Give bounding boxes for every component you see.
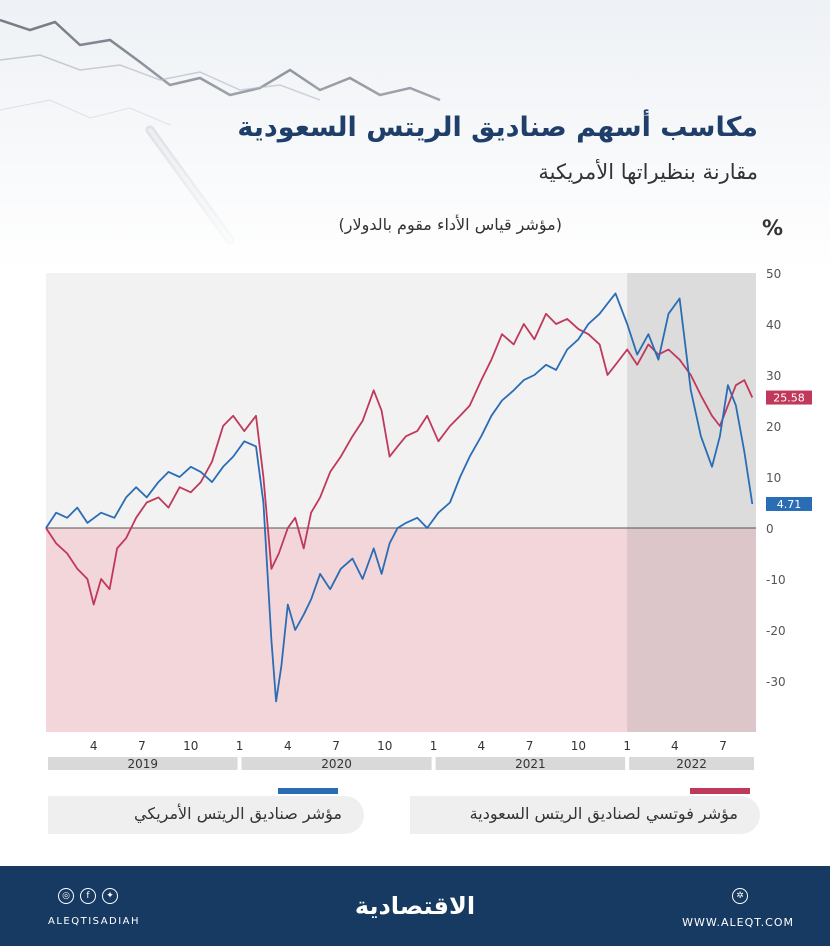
y-tick-label: -20: [766, 624, 786, 638]
x-tick-label: 1: [623, 739, 631, 753]
x-tick-label: 4: [478, 739, 486, 753]
positive-zone-background: [46, 273, 756, 528]
y-tick-label: 20: [766, 420, 781, 434]
x-tick-label: 4: [90, 739, 98, 753]
x-tick-label: 1: [236, 739, 244, 753]
y-tick-label: 50: [766, 267, 781, 281]
negative-zone-background: [46, 528, 756, 732]
y-tick-label: -30: [766, 675, 786, 689]
y-tick-label: 0: [766, 522, 774, 536]
x-tick-label: 7: [526, 739, 534, 753]
y-tick-label: -10: [766, 573, 786, 587]
line-chart: 50 40 30 20 10 0 -10 -20 -30 4 7 10 1 4 7 10 1 4 7 10 1 4 7 201…: [45, 267, 812, 771]
twitter-icon[interactable]: ✦: [102, 888, 118, 904]
legend-label-us: مؤشر صناديق الريتس الأمريكي: [134, 804, 342, 823]
instagram-icon[interactable]: ◎: [58, 888, 74, 904]
year-label: 2021: [515, 757, 546, 771]
legend-swatch-saudi: [690, 788, 750, 794]
legend-swatch-us: [278, 788, 338, 794]
year-band: [435, 757, 626, 770]
x-tick-label: 7: [332, 739, 340, 753]
y-tick-label: 30: [766, 369, 781, 383]
year-label: 2020: [321, 757, 352, 771]
x-tick-label: 10: [377, 739, 392, 753]
y-axis-description: (مؤشر قياس الأداء مقوم بالدولار): [338, 215, 562, 234]
chart-title: مكاسب أسهم صناديق الريتس السعودية: [237, 112, 758, 143]
social-handle[interactable]: ALEQTISADIAH: [48, 916, 141, 927]
highlight-2022-band: [627, 273, 756, 732]
x-tick-label: 10: [571, 739, 586, 753]
x-tick-label: 10: [183, 739, 198, 753]
legend-us: مؤشر صناديق الريتس الأمريكي: [48, 796, 364, 834]
end-value-badge-us: [766, 496, 812, 511]
brand-logo: الاقتصادية: [354, 892, 476, 920]
y-tick-label: 10: [766, 471, 781, 485]
end-value-badge-saudi: [766, 390, 812, 405]
x-tick-label: 7: [719, 739, 727, 753]
end-value-label-saudi: 25.58: [773, 392, 805, 405]
background-stock-chart-decoration: [0, 0, 830, 270]
x-tick-label: 4: [284, 739, 292, 753]
x-tick-label: 1: [430, 739, 438, 753]
year-label: 2019: [127, 757, 158, 771]
year-band: [241, 757, 432, 770]
year-label: 2022: [676, 757, 707, 771]
chart-subtitle: مقارنة بنظيراتها الأمريكية: [538, 160, 758, 184]
series-line-us: [45, 292, 754, 703]
y-tick-label: 40: [766, 318, 781, 332]
facebook-icon[interactable]: f: [80, 888, 96, 904]
end-value-label-us: 4.71: [777, 498, 802, 511]
year-band: [48, 757, 238, 770]
legend-label-saudi: مؤشر فوتسي لصناديق الريتس السعودية: [469, 804, 738, 823]
website-url[interactable]: WWW.ALEQT.COM: [682, 916, 794, 929]
legend-saudi: مؤشر فوتسي لصناديق الريتس السعودية: [410, 796, 760, 834]
unit-label: %: [762, 216, 784, 240]
globe-icon[interactable]: ✲: [732, 888, 748, 904]
year-band: [629, 757, 754, 770]
x-tick-label: 4: [671, 739, 679, 753]
footer-bar: ◎ f ✦ ALEQTISADIAH الاقتصادية ✲ WWW.ALEQ…: [0, 866, 830, 946]
x-tick-label: 7: [138, 739, 146, 753]
series-line-saudi: [45, 312, 754, 606]
